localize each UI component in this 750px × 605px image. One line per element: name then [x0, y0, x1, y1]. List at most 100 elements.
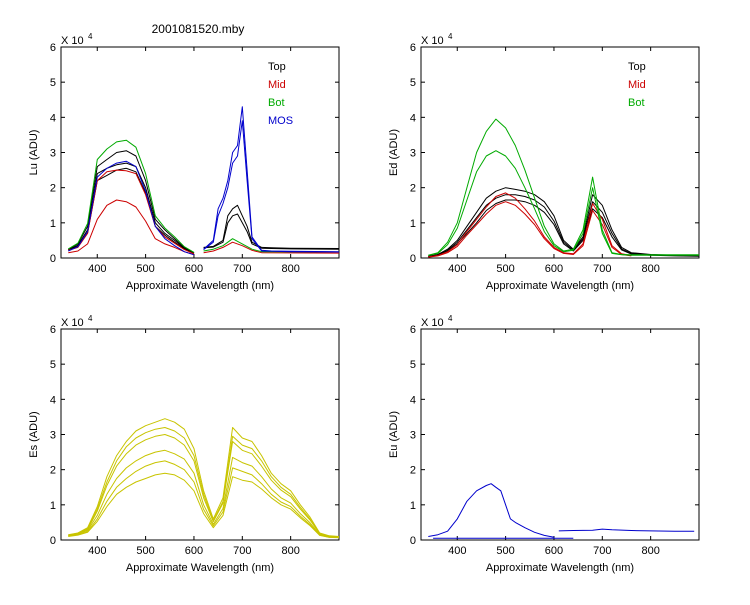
y-scale-exponent: 4 — [88, 314, 93, 323]
y-tick-label: 6 — [410, 324, 416, 336]
series-line-es — [68, 472, 339, 539]
y-tick-label: 5 — [50, 359, 56, 371]
y-scale-label: X 10 — [421, 35, 444, 47]
x-tick-label: 600 — [545, 263, 563, 275]
series-line-bot — [68, 139, 195, 253]
series-line-top — [203, 213, 339, 250]
series-line-top — [203, 204, 339, 249]
x-tick-label: 600 — [185, 545, 203, 557]
y-axis-title: Ed (ADU) — [388, 129, 400, 176]
y-scale-exponent: 4 — [448, 314, 453, 323]
y-scale-label: X 10 — [61, 317, 84, 329]
series-group — [428, 118, 699, 258]
y-tick-label: 5 — [410, 77, 416, 89]
legend-entry-top: Top — [268, 61, 286, 73]
series-group — [428, 483, 695, 539]
series-line-es — [68, 460, 339, 538]
y-tick-label: 6 — [50, 324, 56, 336]
series-line-es — [68, 418, 339, 537]
y-tick-label: 5 — [410, 359, 416, 371]
y-tick-label: 1 — [410, 500, 416, 512]
y-tick-label: 2 — [50, 465, 56, 477]
y-tick-label: 0 — [50, 535, 56, 547]
x-axis-title: Approximate Wavelength (nm) — [126, 280, 274, 292]
x-tick-label: 400 — [448, 263, 466, 275]
x-tick-label: 400 — [88, 263, 106, 275]
chart-eu: 400 500 600 700 800 0 1 2 3 4 5 6 X 10 4 Approximate W… — [388, 314, 700, 574]
y-tick-label: 1 — [50, 500, 56, 512]
series-line-es — [68, 434, 339, 538]
series-line-mid — [428, 201, 632, 258]
x-tick-label: 800 — [281, 263, 299, 275]
x-axis-title: Approximate Wavelength (nm) — [486, 562, 634, 574]
series-line-eu — [558, 528, 695, 532]
series-group — [68, 106, 339, 256]
legend-entry-bot: Bot — [628, 97, 645, 109]
y-tick-label: 6 — [410, 42, 416, 54]
y-tick-label: 5 — [50, 77, 56, 89]
y-scale-label: X 10 — [61, 35, 84, 47]
series-line-mid — [68, 199, 195, 255]
series-line-bot — [428, 118, 699, 256]
y-tick-label: 3 — [410, 430, 416, 442]
x-tick-label: 500 — [136, 263, 154, 275]
y-axis-title: Lu (ADU) — [28, 130, 40, 176]
y-tick-label: 1 — [410, 218, 416, 230]
x-tick-label: 700 — [233, 545, 251, 557]
y-axis-title: Eu (ADU) — [388, 411, 400, 458]
x-tick-label: 500 — [496, 263, 514, 275]
series-line-bot — [428, 150, 699, 256]
series-line-top — [428, 187, 699, 257]
x-tick-label: 800 — [641, 263, 659, 275]
plot-frame — [60, 46, 340, 259]
y-tick-label: 4 — [50, 112, 56, 124]
x-axis-title: Approximate Wavelength (nm) — [486, 280, 634, 292]
y-tick-label: 3 — [50, 430, 56, 442]
y-tick-label: 0 — [410, 535, 416, 547]
legend-entry-bot: Bot — [268, 97, 285, 109]
y-tick-label: 2 — [50, 183, 56, 195]
plot-frame — [420, 46, 700, 259]
x-tick-label: 400 — [448, 545, 466, 557]
series-line-mos — [203, 120, 339, 253]
x-tick-label: 500 — [136, 545, 154, 557]
y-tick-label: 3 — [410, 148, 416, 160]
y-tick-label: 1 — [50, 218, 56, 230]
y-axis-title: Es (ADU) — [28, 411, 40, 457]
x-tick-label: 600 — [185, 263, 203, 275]
x-tick-label: 400 — [88, 545, 106, 557]
y-tick-label: 4 — [410, 394, 416, 406]
chart-ed: 400 500 600 700 800 0 1 2 3 4 5 6 X 10 4 Approximate W… — [388, 32, 700, 292]
series-group — [68, 418, 339, 539]
x-tick-label: 500 — [496, 545, 514, 557]
x-tick-label: 600 — [545, 545, 563, 557]
x-axis-title: Approximate Wavelength (nm) — [126, 562, 274, 574]
y-scale-exponent: 4 — [448, 32, 453, 41]
figure-title: 2001081520.mby — [152, 22, 245, 36]
legend-entry-top: Top — [628, 61, 646, 73]
y-tick-label: 4 — [50, 394, 56, 406]
y-tick-label: 0 — [410, 253, 416, 265]
y-tick-label: 4 — [410, 112, 416, 124]
series-line-es — [68, 449, 339, 538]
chart-es: 400 500 600 700 800 0 1 2 3 4 5 6 X 10 4 Approximate W… — [28, 314, 340, 574]
y-scale-exponent: 4 — [88, 32, 93, 41]
legend-entry-mid: Mid — [268, 79, 286, 91]
legend-entry-mos: MOS — [268, 115, 293, 127]
x-tick-label: 800 — [641, 545, 659, 557]
chart-lu: 400 500 600 700 800 0 1 2 3 4 5 6 X 10 4 Approximate W… — [28, 32, 340, 292]
x-tick-label: 800 — [281, 545, 299, 557]
x-tick-label: 700 — [593, 263, 611, 275]
series-line-mos — [203, 106, 339, 253]
x-tick-label: 700 — [233, 263, 251, 275]
series-line-eu — [428, 483, 555, 538]
x-tick-label: 700 — [593, 545, 611, 557]
legend-entry-mid: Mid — [628, 79, 646, 91]
y-tick-label: 6 — [50, 42, 56, 54]
series-line-mid — [203, 241, 339, 254]
y-tick-label: 2 — [410, 183, 416, 195]
series-line-top — [428, 199, 699, 258]
y-tick-label: 2 — [410, 465, 416, 477]
